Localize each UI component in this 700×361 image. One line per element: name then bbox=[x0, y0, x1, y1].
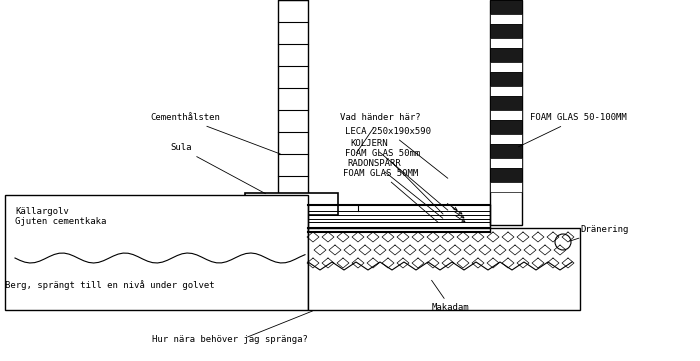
Bar bbox=[490, 48, 522, 62]
Text: FOAM GLAS 50mm: FOAM GLAS 50mm bbox=[345, 148, 443, 214]
Text: Källargolv
Gjuten cementkaka: Källargolv Gjuten cementkaka bbox=[15, 207, 106, 226]
Bar bbox=[490, 14, 522, 24]
Bar bbox=[490, 24, 522, 38]
Bar bbox=[5, 195, 308, 310]
Text: LECA 250x190x590: LECA 250x190x590 bbox=[345, 126, 448, 178]
Bar bbox=[245, 193, 338, 215]
Bar bbox=[490, 120, 522, 134]
Text: FOAM GLAS 50-100MM: FOAM GLAS 50-100MM bbox=[519, 113, 626, 147]
Bar bbox=[308, 228, 580, 310]
Bar bbox=[490, 86, 522, 96]
Bar bbox=[490, 62, 522, 72]
Text: Berg, sprängt till en nivå under golvet: Berg, sprängt till en nivå under golvet bbox=[5, 280, 215, 290]
Text: Vad händer här?: Vad händer här? bbox=[340, 113, 421, 153]
Bar bbox=[490, 168, 522, 182]
Bar bbox=[490, 182, 522, 192]
Bar bbox=[490, 72, 522, 86]
Bar bbox=[490, 110, 522, 120]
Text: RADONSPÄRR: RADONSPÄRR bbox=[347, 158, 443, 218]
Bar bbox=[278, 0, 308, 195]
Text: KOLJERN: KOLJERN bbox=[350, 139, 448, 210]
Bar bbox=[490, 134, 522, 144]
Bar bbox=[490, 96, 522, 110]
Bar bbox=[490, 158, 522, 168]
Text: Dränering: Dränering bbox=[570, 226, 629, 241]
Text: FOAM GLAS 50MM: FOAM GLAS 50MM bbox=[343, 169, 438, 222]
Bar bbox=[490, 0, 522, 225]
Text: Cementhålsten: Cementhålsten bbox=[150, 113, 281, 154]
Text: Hur nära behöver jag spränga?: Hur nära behöver jag spränga? bbox=[152, 335, 308, 344]
Bar bbox=[490, 38, 522, 48]
Bar bbox=[490, 0, 522, 14]
Text: Sula: Sula bbox=[170, 144, 265, 194]
Bar bbox=[490, 144, 522, 158]
Text: Makadam: Makadam bbox=[432, 280, 470, 313]
